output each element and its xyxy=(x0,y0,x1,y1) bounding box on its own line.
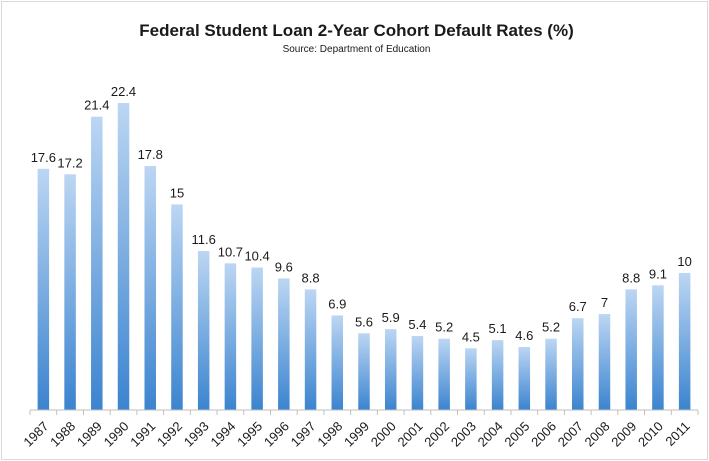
tick-label-1997: 1997 xyxy=(288,419,319,450)
value-label-2011: 10 xyxy=(677,254,691,269)
tick-label-2005: 2005 xyxy=(501,419,532,450)
bar-2001 xyxy=(411,335,424,410)
bar-1996 xyxy=(278,278,290,410)
tick-marks-group xyxy=(29,410,699,415)
value-label-2004: 5.1 xyxy=(489,321,507,336)
bar-2011 xyxy=(678,272,691,410)
value-label-1991: 17.8 xyxy=(138,147,163,162)
bar-2009 xyxy=(625,289,637,410)
value-label-1999: 5.6 xyxy=(355,314,373,329)
tick-label-1993: 1993 xyxy=(181,419,212,450)
bar-2007 xyxy=(572,318,584,410)
bars-group xyxy=(37,103,691,411)
bar-1994 xyxy=(224,263,237,410)
tick-label-2002: 2002 xyxy=(421,419,452,450)
value-label-2009: 8.8 xyxy=(622,270,640,285)
tick-label-1992: 1992 xyxy=(154,419,185,450)
value-label-1993: 11.6 xyxy=(192,232,216,247)
value-labels-group: 17.6 17.2 21.422.4 17.8 15 11.610.7 10.4 9.6 8.8… xyxy=(31,84,692,344)
bar-1990 xyxy=(117,103,130,410)
bar-2008 xyxy=(598,314,611,410)
bar-1993 xyxy=(197,251,210,410)
value-label-2005: 4.6 xyxy=(515,328,533,343)
tick-label-1994: 1994 xyxy=(207,419,238,450)
value-label-1989: 21.4 xyxy=(84,98,109,113)
value-label-2001: 5.4 xyxy=(408,317,426,332)
tick-label-1995: 1995 xyxy=(234,419,265,450)
tick-label-1996: 1996 xyxy=(261,419,292,450)
chart-subtitle: Source: Department of Education xyxy=(282,44,431,55)
tick-label-2004: 2004 xyxy=(475,419,506,450)
value-label-2002: 5.2 xyxy=(435,320,453,335)
tick-label-2009: 2009 xyxy=(608,419,639,450)
tick-label-2011: 2011 xyxy=(662,419,692,449)
tick-label-1998: 1998 xyxy=(314,419,345,450)
tick-label-1999: 1999 xyxy=(341,419,372,450)
tick-label-2006: 2006 xyxy=(528,419,559,450)
bar-2005 xyxy=(518,346,531,410)
tick-label-2007: 2007 xyxy=(555,419,586,450)
bar-1999 xyxy=(358,333,370,410)
bar-2004 xyxy=(491,340,504,410)
value-label-1992: 15 xyxy=(170,185,184,200)
tick-label-1990: 1990 xyxy=(101,419,132,450)
value-label-2007: 6.7 xyxy=(569,299,587,314)
value-label-1996: 9.6 xyxy=(275,259,293,274)
bar-1992 xyxy=(171,204,183,410)
bar-1989 xyxy=(91,116,103,411)
tick-label-1988: 1988 xyxy=(47,419,78,450)
tick-label-2008: 2008 xyxy=(582,419,613,450)
value-label-2006: 5.2 xyxy=(542,320,560,335)
value-label-2003: 4.5 xyxy=(462,329,480,344)
value-label-1995: 10.4 xyxy=(244,248,269,263)
chart-title: Federal Student Loan 2-Year Cohort Defau… xyxy=(139,21,574,40)
value-label-1987: 17.6 xyxy=(31,150,56,165)
bar-1991 xyxy=(144,166,156,410)
value-label-2008: 7 xyxy=(601,295,608,310)
tick-label-2001: 2001 xyxy=(395,419,426,450)
bar-1998 xyxy=(331,315,344,410)
bar-1988 xyxy=(64,174,76,410)
value-label-1998: 6.9 xyxy=(328,296,346,311)
value-label-2010: 9.1 xyxy=(649,266,667,281)
value-label-1990: 22.4 xyxy=(111,84,136,99)
bar-1995 xyxy=(251,267,263,410)
bar-2006 xyxy=(545,338,557,410)
tick-label-1991: 1991 xyxy=(127,419,158,450)
tick-label-1989: 1989 xyxy=(74,419,105,450)
tick-label-1987: 1987 xyxy=(20,419,51,450)
bar-2002 xyxy=(438,338,450,410)
tick-labels-group: 1987198819891990199119921993199419951996… xyxy=(20,419,692,450)
value-label-2000: 5.9 xyxy=(382,310,400,325)
tick-label-2000: 2000 xyxy=(368,419,399,450)
bar-1997 xyxy=(304,289,317,410)
value-label-1988: 17.2 xyxy=(57,155,82,170)
bar-1987 xyxy=(37,168,50,410)
tick-label-2010: 2010 xyxy=(635,419,666,450)
value-label-1994: 10.7 xyxy=(218,244,243,259)
bar-2003 xyxy=(465,348,477,410)
tick-label-2003: 2003 xyxy=(448,419,479,450)
bar-2010 xyxy=(652,285,664,410)
value-label-1997: 8.8 xyxy=(302,270,320,285)
bar-2000 xyxy=(384,329,397,410)
